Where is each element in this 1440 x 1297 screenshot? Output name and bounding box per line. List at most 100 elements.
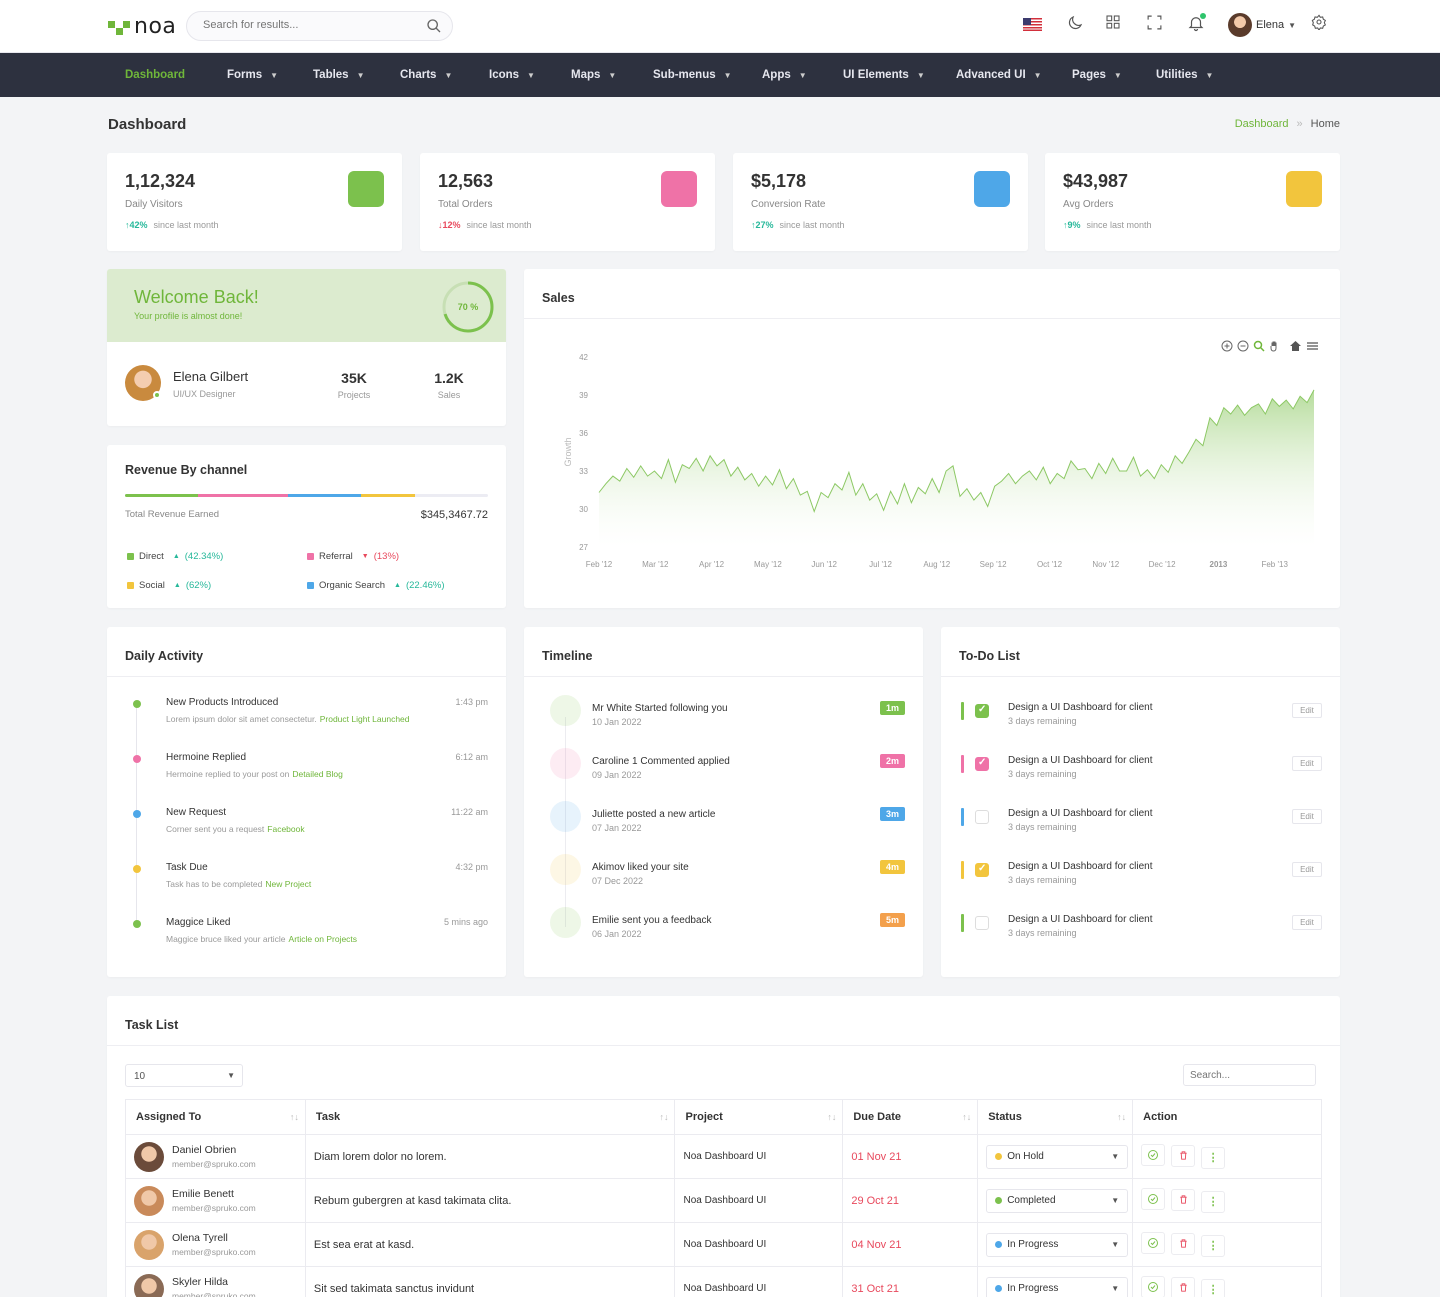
breadcrumb-dashboard[interactable]: Dashboard xyxy=(1234,118,1289,130)
nav-item-advanced-ui[interactable]: Advanced UI ▼ xyxy=(950,53,1042,97)
settings-gear-icon[interactable] xyxy=(1311,14,1327,38)
delete-button[interactable] xyxy=(1171,1144,1196,1167)
apps-grid-icon[interactable] xyxy=(1105,14,1121,38)
search-icon[interactable] xyxy=(426,18,442,34)
todo-checkbox[interactable]: ✓ xyxy=(975,863,989,877)
todo-checkbox[interactable]: ✓ xyxy=(975,757,989,771)
activity-link[interactable]: Facebook xyxy=(267,824,305,834)
more-options-button[interactable]: ⋮ xyxy=(1201,1146,1226,1169)
assignee-info: Daniel Obrien member@spruko.com xyxy=(172,1144,256,1169)
reset-home-icon[interactable] xyxy=(1289,340,1302,352)
nav-item-dashboard[interactable]: Dashboard xyxy=(119,53,185,97)
nav-item-ui-elements[interactable]: UI Elements ▼ xyxy=(837,53,925,97)
task-search-input[interactable] xyxy=(1183,1064,1316,1086)
nav-item-tables[interactable]: Tables ▼ xyxy=(307,53,365,97)
nav-item-pages[interactable]: Pages ▼ xyxy=(1066,53,1122,97)
timeline-title: Juliette posted a new article xyxy=(592,809,716,820)
pan-hand-icon[interactable] xyxy=(1269,340,1281,352)
nav-item-utilities[interactable]: Utilities ▼ xyxy=(1150,53,1213,97)
bell-icon[interactable] xyxy=(1187,13,1206,38)
user-menu[interactable]: Elena ▼ xyxy=(1228,13,1296,37)
todo-checkbox[interactable] xyxy=(975,916,989,930)
channel-change: (22.46%) xyxy=(405,580,445,591)
delete-button[interactable] xyxy=(1171,1188,1196,1211)
activity-text: Corner sent you a request Facebook xyxy=(166,824,305,834)
delete-button[interactable] xyxy=(1171,1276,1196,1297)
chevron-down-icon: ▼ xyxy=(1111,1196,1120,1205)
page-size-select[interactable]: 10 ▼ xyxy=(125,1064,243,1087)
sort-icon[interactable]: ↑↓ xyxy=(827,1112,837,1122)
table-row: Daniel Obrien member@spruko.com Diam lorem… xyxy=(125,1134,1322,1179)
header-search[interactable] xyxy=(186,11,453,41)
flag-us-icon[interactable] xyxy=(1023,18,1042,42)
activity-link[interactable]: New Project xyxy=(265,879,312,889)
sales-card: Sales 27 30 33 36 39 42 Growth Feb '12 Mar '12 Ap… xyxy=(524,269,1340,608)
activity-link[interactable]: Article on Projects xyxy=(288,934,358,944)
timeline-time-badge: 4m xyxy=(879,860,905,874)
brand-logo[interactable]: noa xyxy=(108,14,176,39)
todo-edit-button[interactable]: Edit xyxy=(1292,862,1322,877)
zoom-in-icon[interactable] xyxy=(1221,340,1233,352)
todo-priority-bar xyxy=(961,914,964,932)
sort-icon[interactable]: ↑↓ xyxy=(1117,1112,1127,1122)
todo-checkbox[interactable]: ✓ xyxy=(975,704,989,718)
todo-edit-button[interactable]: Edit xyxy=(1292,915,1322,930)
approve-button[interactable] xyxy=(1141,1276,1166,1297)
chart-menu-icon[interactable] xyxy=(1306,340,1319,352)
nav-label: Forms xyxy=(227,69,263,81)
more-options-button[interactable]: ⋮ xyxy=(1201,1278,1226,1297)
zoom-out-icon[interactable] xyxy=(1237,340,1249,352)
column-header[interactable]: Task ↑↓ xyxy=(304,1099,676,1135)
more-options-button[interactable]: ⋮ xyxy=(1201,1190,1226,1213)
todo-priority-bar xyxy=(961,702,964,720)
status-select[interactable]: On Hold ▼ xyxy=(986,1144,1129,1169)
todo-edit-button[interactable]: Edit xyxy=(1292,809,1322,824)
nav-label: Icons xyxy=(489,69,520,81)
nav-item-icons[interactable]: Icons ▼ xyxy=(483,53,535,97)
stat-value: $43,987 xyxy=(1063,171,1129,191)
nav-item-maps[interactable]: Maps ▼ xyxy=(565,53,616,97)
column-header[interactable]: Action xyxy=(1132,1099,1322,1135)
projects-value: 35K xyxy=(341,370,367,386)
delete-button[interactable] xyxy=(1171,1232,1196,1255)
sort-icon[interactable]: ↑↓ xyxy=(962,1112,972,1122)
moon-icon[interactable] xyxy=(1066,14,1084,38)
approve-button[interactable] xyxy=(1141,1144,1166,1167)
todo-checkbox[interactable] xyxy=(975,810,989,824)
column-header[interactable]: Status ↑↓ xyxy=(977,1099,1134,1135)
due-date-cell: 29 Oct 21 xyxy=(842,1178,979,1223)
action-cell: ⋮ xyxy=(1132,1266,1322,1297)
channel-name: Social xyxy=(139,580,165,591)
more-options-button[interactable]: ⋮ xyxy=(1201,1234,1226,1257)
change-note: since last month xyxy=(466,220,532,230)
todo-edit-button[interactable]: Edit xyxy=(1292,756,1322,771)
status-select[interactable]: Completed ▼ xyxy=(986,1188,1129,1213)
nav-item-sub-menus[interactable]: Sub-menus ▼ xyxy=(647,53,732,97)
fullscreen-icon[interactable] xyxy=(1146,14,1163,38)
approve-button[interactable] xyxy=(1141,1232,1166,1255)
column-header[interactable]: Project ↑↓ xyxy=(674,1099,844,1135)
nav-item-forms[interactable]: Forms ▼ xyxy=(221,53,278,97)
nav-label: Sub-menus xyxy=(653,69,716,81)
search-input[interactable] xyxy=(203,19,403,31)
channel-item: Referral ▼ (13%) xyxy=(307,551,399,562)
approve-button[interactable] xyxy=(1141,1188,1166,1211)
nav-item-charts[interactable]: Charts ▼ xyxy=(394,53,452,97)
sort-icon[interactable]: ↑↓ xyxy=(659,1112,669,1122)
nav-item-apps[interactable]: Apps ▼ xyxy=(756,53,807,97)
column-header-label: Assigned To xyxy=(136,1111,202,1123)
timeline-date: 07 Jan 2022 xyxy=(592,823,642,833)
sort-icon[interactable]: ↑↓ xyxy=(289,1112,299,1122)
todo-edit-button[interactable]: Edit xyxy=(1292,703,1322,718)
status-select[interactable]: In Progress ▼ xyxy=(986,1276,1129,1297)
column-header[interactable]: Assigned To ↑↓ xyxy=(125,1099,306,1135)
select-caret-icon: ▼ xyxy=(227,1071,235,1080)
channel-color-dot xyxy=(127,582,134,589)
column-header[interactable]: Due Date ↑↓ xyxy=(842,1099,979,1135)
activity-link[interactable]: Product Light Launched xyxy=(319,714,410,724)
timeline-title: Caroline 1 Commented applied xyxy=(592,756,730,767)
status-select[interactable]: In Progress ▼ xyxy=(986,1232,1129,1257)
magnifier-icon[interactable] xyxy=(1253,340,1265,352)
activity-link[interactable]: Detailed Blog xyxy=(292,769,343,779)
stat-label: Total Orders xyxy=(438,199,493,210)
